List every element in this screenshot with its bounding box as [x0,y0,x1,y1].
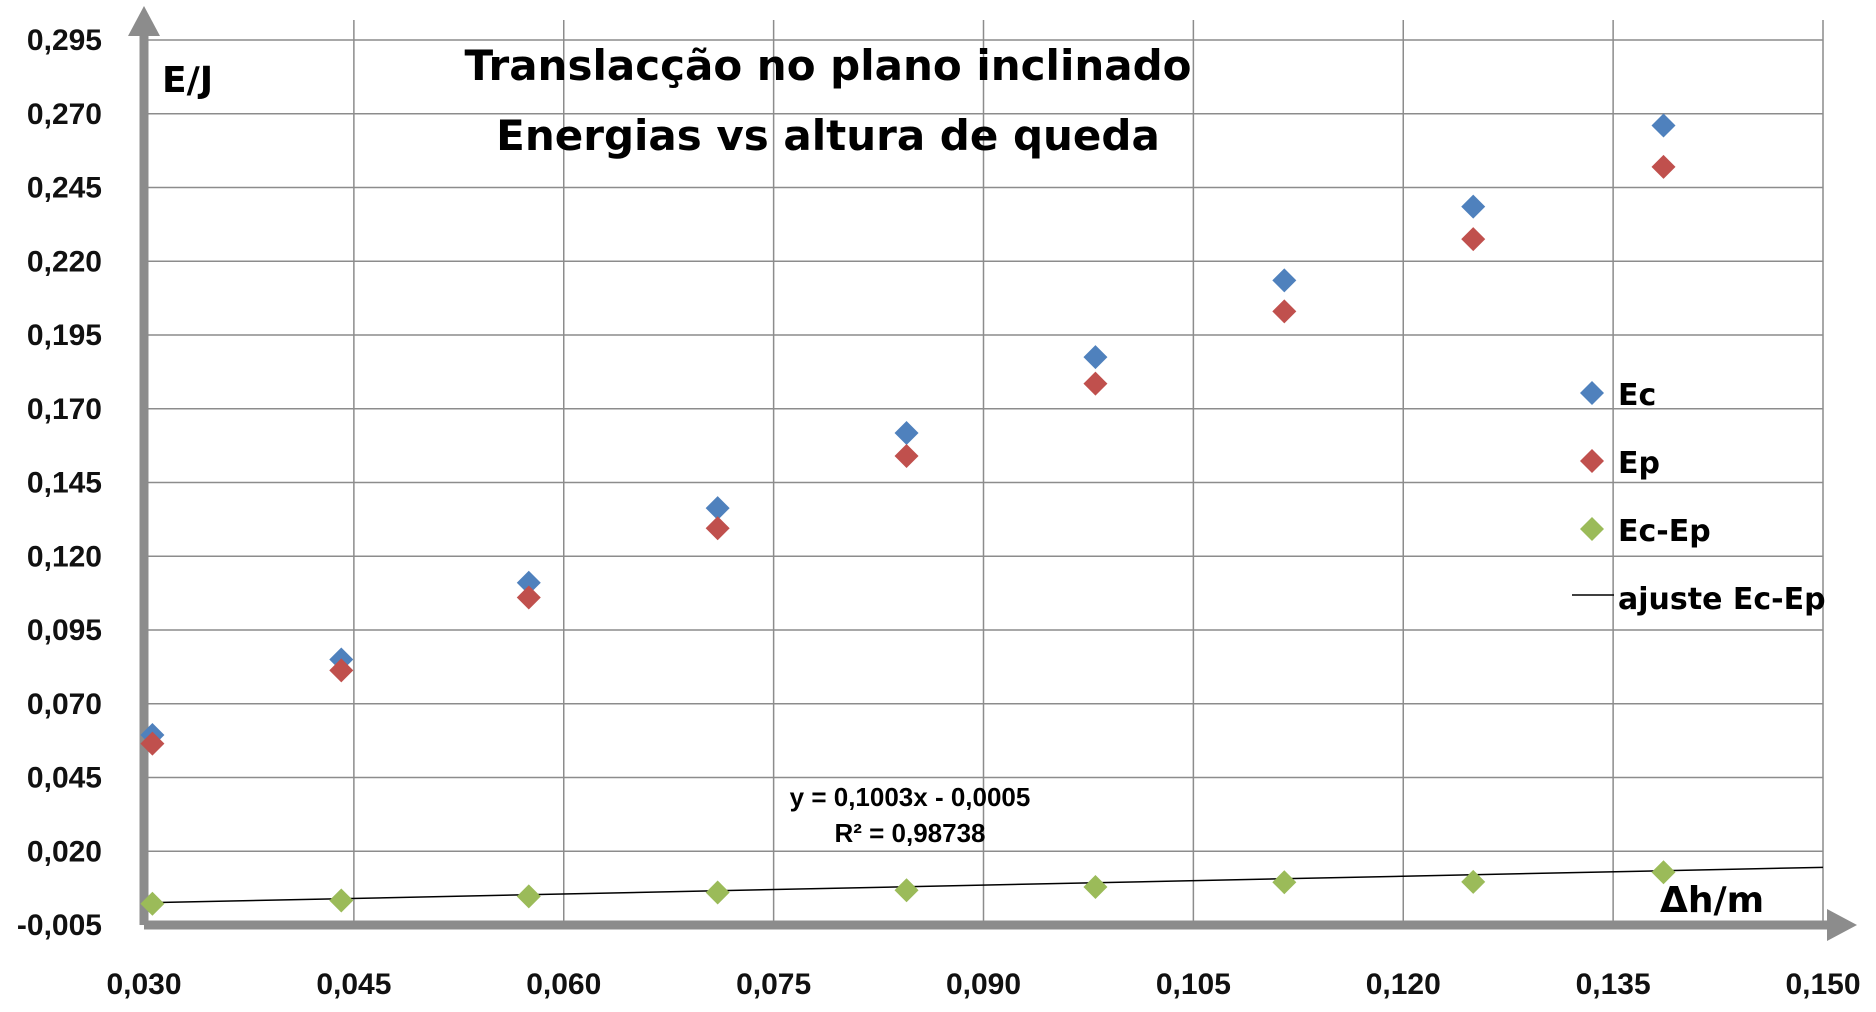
series-ec [140,113,1676,748]
y-tick-label: 0,295 [27,24,102,57]
y-tick-label: 0,170 [27,393,102,426]
y-tick-labels: 0,295 0,270 0,245 0,220 0,195 0,170 0,145 0,120… [17,24,102,942]
data-point [1272,299,1297,324]
data-point [894,443,919,468]
data-points [140,113,1676,916]
data-point [1461,194,1486,219]
x-tick-label: 0,075 [736,968,811,1001]
x-axis-label: Δh/m [1660,880,1764,921]
data-point [1272,870,1297,895]
data-point [1461,227,1486,252]
x-tick-label: 0,105 [1156,968,1231,1001]
series-ep [140,154,1676,756]
x-tick-label: 0,120 [1366,968,1441,1001]
y-tick-label: -0,005 [17,909,102,942]
trendline-line [152,866,1824,904]
trendline-equation: y = 0,1003x - 0,0005 R² = 0,98738 [790,782,1031,848]
legend-marker [1580,449,1604,473]
trendline-r2-text: R² = 0,98738 [834,818,985,848]
data-point [1651,860,1676,885]
data-point [705,880,730,905]
y-tick-label: 0,270 [27,98,102,131]
legend-marker [1580,381,1604,405]
axes [128,6,1857,941]
data-point [516,585,541,610]
series-ec-ep [140,860,1676,916]
data-point [894,420,919,445]
data-point [894,878,919,903]
x-tick-label: 0,060 [526,968,601,1001]
y-axis-arrow [128,6,160,36]
data-point [516,570,541,595]
y-tick-label: 0,220 [27,245,102,278]
y-tick-label: 0,195 [27,319,102,352]
y-tick-label: 0,045 [27,762,102,795]
data-point [1083,345,1108,370]
data-point [329,658,354,683]
legend-label: Ec [1618,378,1656,413]
legend-marker [1580,517,1604,541]
trendline [152,866,1824,904]
data-point [1083,874,1108,899]
y-tick-label: 0,070 [27,688,102,721]
chart-title-line: Translacção no plano inclinado [464,41,1191,90]
data-point [1651,154,1676,179]
chart-title: Translacção no plano inclinado Energias v… [464,41,1191,160]
data-point [1651,113,1676,138]
legend-label: Ec-Ep [1618,514,1711,549]
y-tick-label: 0,145 [27,467,102,500]
x-tick-label: 0,090 [946,968,1021,1001]
data-point [705,496,730,521]
data-point [329,888,354,913]
legend: Ec Ep Ec-Ep ajuste Ec-Ep [1572,378,1826,617]
x-tick-labels: 0,030 0,045 0,060 0,075 0,090 0,105 0,120 0,135… [106,968,1860,1001]
data-point [1461,869,1486,894]
data-point [140,891,165,916]
trendline-equation-text: y = 0,1003x - 0,0005 [790,782,1031,812]
data-point [140,731,165,756]
y-tick-label: 0,020 [27,835,102,868]
chart-title-line: Energias vs altura de queda [496,111,1160,160]
y-tick-label: 0,120 [27,540,102,573]
legend-label: Ep [1618,446,1660,481]
x-tick-label: 0,030 [106,968,181,1001]
data-point [1083,371,1108,396]
data-point [516,884,541,909]
y-axis-label: E/J [162,60,213,101]
y-tick-label: 0,095 [27,614,102,647]
x-tick-label: 0,135 [1576,968,1651,1001]
x-tick-label: 0,045 [316,968,391,1001]
data-point [1272,268,1297,293]
x-axis-arrow [1827,909,1857,941]
legend-label: ajuste Ec-Ep [1618,582,1826,617]
y-tick-label: 0,245 [27,172,102,205]
data-point [705,516,730,541]
x-tick-label: 0,150 [1785,968,1860,1001]
